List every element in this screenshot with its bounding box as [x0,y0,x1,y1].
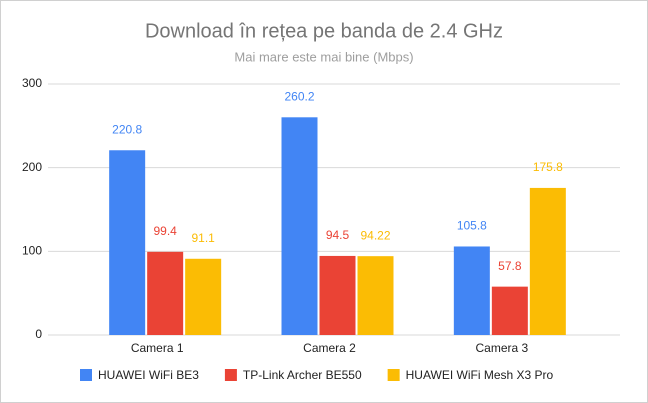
bar [281,117,318,335]
bar [529,187,566,335]
x-tick-label: Camera 3 [475,341,528,355]
data-label: 175.8 [533,160,563,174]
legend-swatch [80,369,92,381]
data-label: 220.8 [112,122,142,136]
legend-label: HUAWEI WiFi BE3 [98,368,199,382]
data-label: 99.4 [153,224,177,238]
bar [453,246,490,335]
bar [357,256,394,335]
data-label: 91.1 [191,231,215,245]
data-label: 260.2 [284,89,314,103]
bar [491,286,528,335]
legend-swatch [224,369,237,381]
legend-label: HUAWEI WiFi Mesh X3 Pro [406,368,554,382]
chart-subtitle: Mai mare este mai bine (Mbps) [234,49,413,64]
y-tick-label: 100 [22,244,42,258]
data-label: 94.22 [360,228,390,242]
bar [109,150,146,335]
legend-label: TP-Link Archer BE550 [243,368,362,382]
x-tick-label: Camera 1 [131,341,184,355]
x-tick-label: Camera 2 [303,341,356,355]
bar [185,258,222,335]
data-label: 57.8 [498,259,522,273]
y-tick-label: 0 [35,327,42,341]
legend-swatch [387,369,400,381]
y-tick-label: 300 [22,76,42,90]
y-tick-label: 200 [22,160,42,174]
data-label: 105.8 [457,219,487,233]
data-label: 94.5 [326,228,350,242]
bar [319,255,356,335]
chart-title: Download în rețea pe banda de 2.4 GHz [145,20,503,42]
bar [147,251,184,335]
